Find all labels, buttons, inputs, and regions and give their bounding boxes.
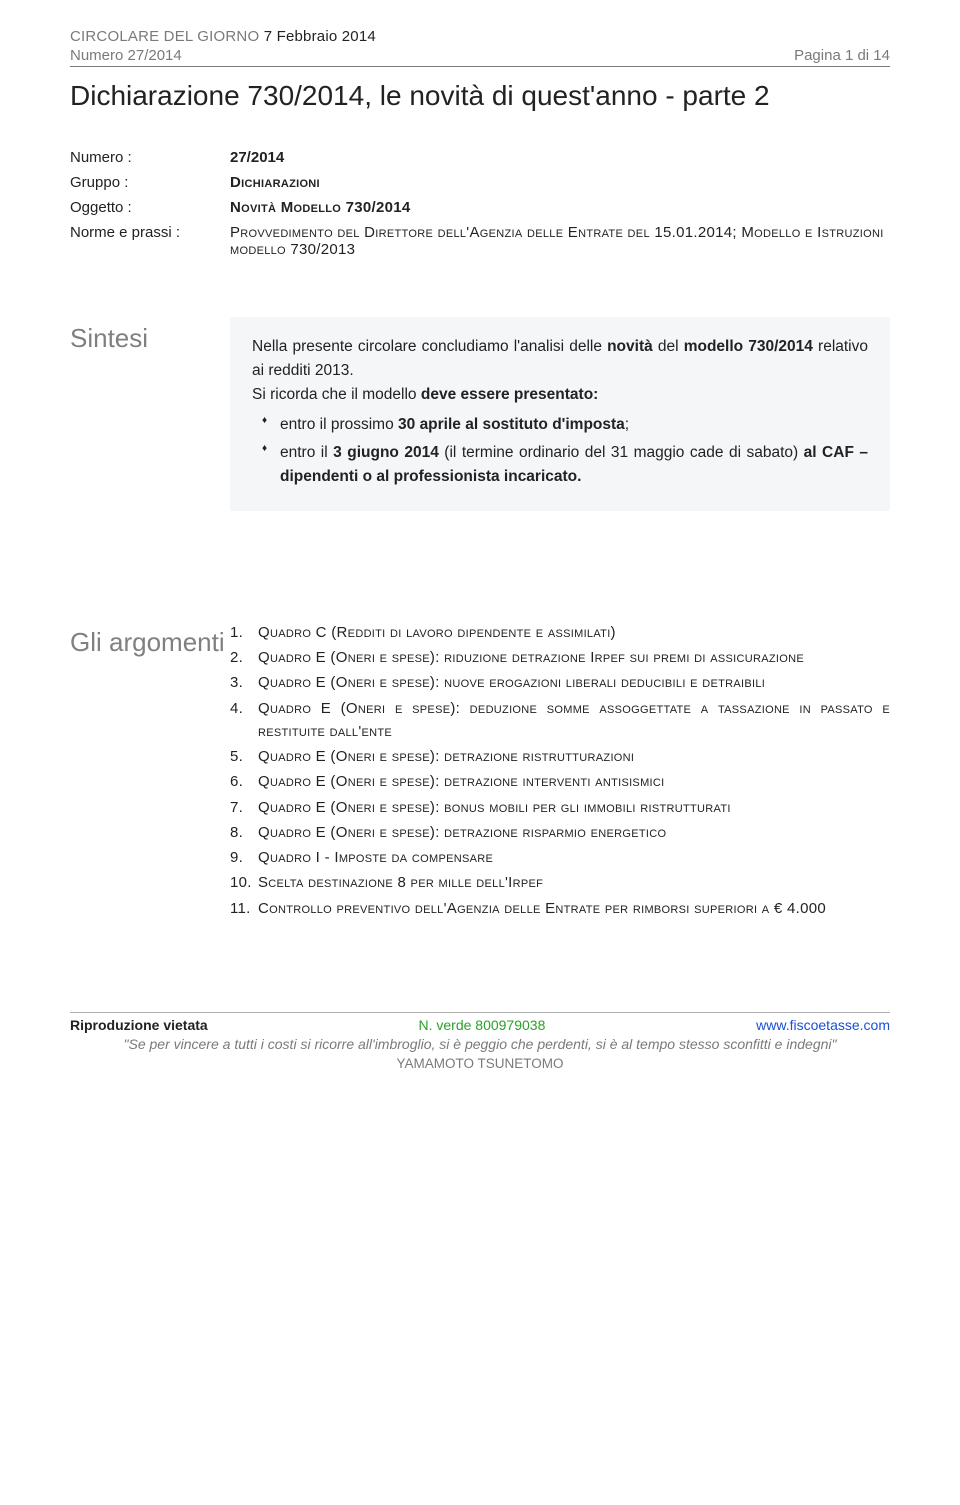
header-line-2: Numero 27/2014 Pagina 1 di 14 [70,47,890,64]
series-and-date: CIRCOLARE DEL GIORNO 7 Febbraio 2014 [70,28,376,45]
argomenti-item: Quadro E (Oneri e spese): nuove erogazio… [230,671,890,694]
meta-row: Gruppo : Dichiarazioni [70,170,890,195]
argomenti-item: Controllo preventivo dell'Agenzia delle … [230,897,890,920]
meta-value: Provvedimento del Direttore dell'Agenzia… [230,220,890,262]
argomenti-label: Gli argomenti [70,621,230,658]
meta-value: Novità Modello 730/2014 [230,195,890,220]
page-footer: Riproduzione vietata N. verde 800979038 … [70,1012,890,1071]
footer-line: Riproduzione vietata N. verde 800979038 … [70,1017,890,1033]
footer-rule [70,1012,890,1013]
argomenti-item: Quadro E (Oneri e spese): detrazione ris… [230,745,890,768]
page-indicator: Pagina 1 di 14 [794,47,890,64]
header-rule [70,66,890,67]
header-line-1: CIRCOLARE DEL GIORNO 7 Febbraio 2014 [70,28,890,45]
sintesi-intro: Nella presente circolare concludiamo l'a… [252,335,868,383]
meta-value: 27/2014 [230,145,890,170]
meta-row: Norme e prassi : Provvedimento del Diret… [70,220,890,262]
argomenti-item: Quadro C (Redditi di lavoro dipendente e… [230,621,890,644]
meta-value: Dichiarazioni [230,170,890,195]
text-bold: deve essere presentato: [421,386,598,403]
meta-table: Numero : 27/2014 Gruppo : Dichiarazioni … [70,145,890,262]
argomenti-item: Quadro E (Oneri e spese): detrazione ris… [230,821,890,844]
text: Nella presente circolare concludiamo l'a… [252,338,607,355]
argomenti-item: Scelta destinazione 8 per mille dell'Irp… [230,871,890,894]
footer-url: www.fiscoetasse.com [756,1017,890,1033]
sintesi-label: Sintesi [70,317,230,354]
meta-row: Numero : 27/2014 [70,145,890,170]
argomenti-list: Quadro C (Redditi di lavoro dipendente e… [230,621,890,920]
text: Si ricorda che il modello [252,386,421,403]
sintesi-bullet: entro il prossimo 30 aprile al sostituto… [252,413,868,437]
argomenti-item: Quadro E (Oneri e spese): riduzione detr… [230,646,890,669]
sintesi-body: Nella presente circolare concludiamo l'a… [230,317,890,511]
text: (il termine ordinario del 31 maggio cade… [439,444,804,461]
sintesi-section: Sintesi Nella presente circolare conclud… [70,317,890,511]
text: del [653,338,684,355]
meta-row: Oggetto : Novità Modello 730/2014 [70,195,890,220]
text: entro il [280,444,333,461]
meta-label: Numero : [70,145,230,170]
meta-label: Oggetto : [70,195,230,220]
text: ; [625,416,629,433]
footer-repro: Riproduzione vietata [70,1017,208,1033]
argomenti-item: Quadro E (Oneri e spese): bonus mobili p… [230,796,890,819]
footer-phone: N. verde 800979038 [418,1017,545,1033]
argomenti-item: Quadro E (Oneri e spese): detrazione int… [230,770,890,793]
text-bold: novità [607,338,653,355]
text-bold: 3 giugno 2014 [333,444,439,461]
meta-label: Norme e prassi : [70,220,230,262]
text: entro il prossimo [280,416,398,433]
series-label: CIRCOLARE DEL GIORNO [70,28,259,45]
sintesi-bullets: entro il prossimo 30 aprile al sostituto… [252,413,868,489]
argomenti-section: Gli argomenti Quadro C (Redditi di lavor… [70,621,890,922]
argomenti-item: Quadro I - Imposte da compensare [230,846,890,869]
sintesi-bullet: entro il 3 giugno 2014 (il termine ordin… [252,441,868,489]
issue-number: Numero 27/2014 [70,47,182,64]
text-bold: modello 730/2014 [684,338,813,355]
footer-quote: "Se per vincere a tutti i costi si ricor… [70,1035,890,1054]
sintesi-line2: Si ricorda che il modello deve essere pr… [252,383,868,407]
argomenti-body: Quadro C (Redditi di lavoro dipendente e… [230,621,890,922]
meta-label: Gruppo : [70,170,230,195]
argomenti-item: Quadro E (Oneri e spese): deduzione somm… [230,697,890,744]
footer-author: YAMAMOTO TSUNETOMO [70,1056,890,1071]
text-bold: 30 aprile al sostituto d'imposta [398,416,625,433]
page-title: Dichiarazione 730/2014, le novità di que… [70,77,890,115]
issue-date: 7 Febbraio 2014 [264,28,376,45]
